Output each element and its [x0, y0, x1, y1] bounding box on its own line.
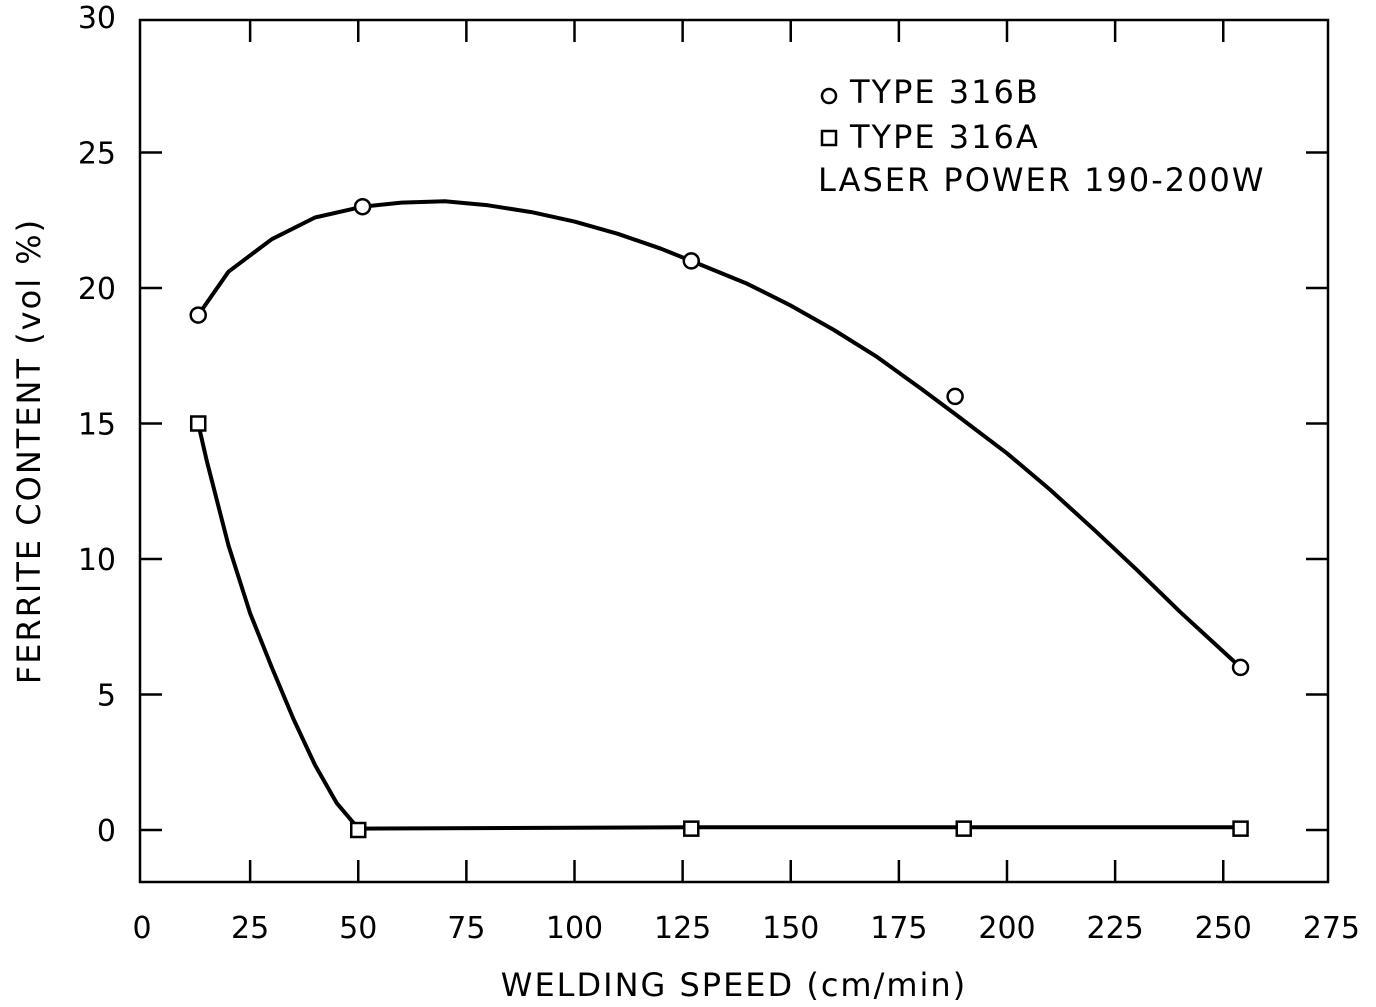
y-tick-label: 0: [97, 814, 116, 849]
x-tick-label: 25: [231, 911, 269, 946]
y-axis-title: FERRITE CONTENT (vol %): [10, 218, 48, 684]
x-tick-label: 225: [1086, 911, 1143, 946]
plot-frame: [138, 18, 1330, 884]
data-point-square: [683, 820, 700, 837]
data-point-circle: [1231, 658, 1250, 677]
x-tick-label: 125: [654, 911, 711, 946]
x-tick-label: 150: [762, 911, 819, 946]
data-point-square: [1232, 820, 1249, 837]
legend-marker-square: [820, 129, 838, 147]
y-tick-label: 10: [78, 543, 116, 578]
data-point-square: [955, 820, 972, 837]
x-tick-label: 100: [546, 911, 603, 946]
x-axis-title: WELDING SPEED (cm/min): [501, 966, 967, 1004]
y-axis-ticks: 0 5 10 15 20 25 30: [78, 1, 1328, 849]
x-tick-label: 200: [978, 911, 1035, 946]
data-point-circle: [189, 306, 207, 324]
y-tick-label: 20: [78, 272, 116, 307]
x-tick-label: 275: [1303, 911, 1360, 946]
y-tick-label: 5: [97, 679, 116, 714]
x-tick-label: 75: [447, 911, 485, 946]
y-tick-label: 25: [78, 137, 116, 172]
legend: TYPE 316B TYPE 316A LASER POWER 190-200W: [818, 73, 1265, 199]
series-markers: [189, 197, 1250, 839]
y-tick-label: 15: [78, 408, 116, 443]
series-line-circle: [196, 199, 1243, 670]
data-point-square: [350, 821, 367, 839]
x-tick-label: 0: [132, 911, 151, 946]
x-tick-label: 50: [339, 911, 377, 946]
data-point-square: [189, 415, 207, 432]
data-point-circle: [946, 387, 964, 406]
x-tick-label: 250: [1195, 911, 1252, 946]
series-line-square: [196, 421, 1243, 831]
legend-label: TYPE 316B: [849, 73, 1040, 111]
legend-label: TYPE 316A: [849, 118, 1040, 156]
series-curves: [196, 199, 1243, 831]
y-tick-label: 30: [78, 1, 116, 36]
legend-marker-circle: [820, 87, 838, 105]
x-tick-label: 175: [870, 911, 927, 946]
data-point-circle: [682, 252, 701, 270]
data-point-circle: [353, 197, 372, 216]
legend-annotation: LASER POWER 190-200W: [818, 161, 1265, 199]
x-axis-ticks: 0 25 50 75 100 125 150 175 200 225 250 275: [132, 20, 1360, 946]
